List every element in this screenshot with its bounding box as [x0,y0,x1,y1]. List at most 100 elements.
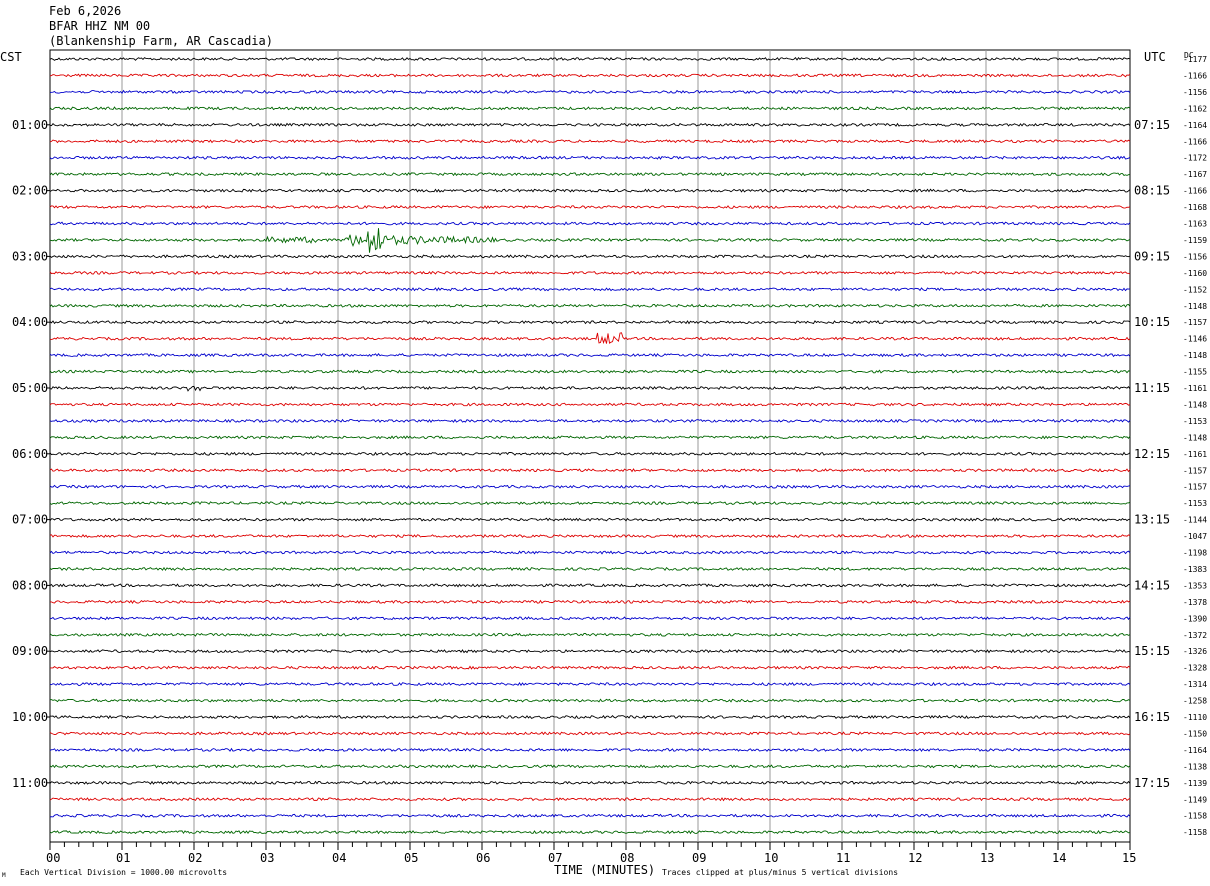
trace-line-2 [49,89,1131,94]
left-timezone-label: CST [0,50,22,64]
right-hour-label: 11:15 [1134,381,1170,395]
left-hour-label: 11:00 [12,776,48,790]
dc-offset-label: -1148 [1183,302,1207,311]
clip-note: Traces clipped at plus/minus 5 vertical … [662,868,898,877]
dc-offset-label: -1162 [1183,104,1207,113]
header-location: (Blankenship Farm, AR Cascadia) [49,34,273,48]
trace-line-9 [49,204,1131,210]
x-tick-label: 04 [332,851,346,865]
trace-line-6 [49,155,1131,160]
trace-line-40 [49,714,1131,720]
dc-offset-label: -1168 [1183,203,1207,212]
plot-frame [49,49,1131,843]
trace-line-12 [49,254,1131,259]
right-hour-label: 16:15 [1134,710,1170,724]
dc-offset-label: -1144 [1183,516,1207,525]
dc-offset-label: -1258 [1183,697,1207,706]
header-date: Feb 6,2026 [49,4,122,18]
trace-line-24 [49,451,1131,456]
dc-offset-label: -1047 [1183,532,1207,541]
trace-area [49,56,1131,835]
trace-line-0 [49,56,1131,62]
left-hour-label: 07:00 [12,513,48,527]
trace-line-20 [49,385,1131,392]
x-tick-label: 12 [908,851,922,865]
left-hour-label: 08:00 [12,578,48,592]
trace-line-46 [49,813,1131,818]
x-tick-label: 13 [980,851,994,865]
trace-line-25 [49,468,1131,473]
left-hour-label: 06:00 [12,447,48,461]
dc-offset-label: -1164 [1183,121,1207,130]
dc-offset-label: -1150 [1183,729,1207,738]
trace-line-27 [49,501,1131,506]
x-tick-label: 11 [836,851,850,865]
trace-line-3 [49,106,1131,111]
left-hour-label: 04:00 [12,315,48,329]
x-tick-label: 14 [1052,851,1066,865]
trace-line-33 [50,599,1131,604]
trace-line-14 [49,287,1131,292]
trace-line-4 [49,122,1131,127]
trace-line-26 [49,484,1131,489]
dc-offset-label: -1148 [1183,400,1207,409]
dc-offset-label: -1167 [1183,170,1207,179]
trace-line-23 [49,435,1131,440]
dc-offset-label: -1157 [1183,466,1207,475]
dc-offset-label: -1326 [1183,647,1207,656]
right-hour-label: 13:15 [1134,513,1170,527]
x-tick-label: 10 [764,851,778,865]
left-hour-label: 03:00 [12,249,48,263]
dc-offset-label: -1378 [1183,598,1207,607]
dc-offset-label: -1383 [1183,565,1207,574]
dc-offset-label: -1158 [1183,812,1207,821]
trace-line-28 [49,517,1131,522]
right-hour-label: 08:15 [1134,184,1170,198]
dc-offset-label: -1161 [1183,450,1207,459]
trace-line-21 [49,402,1131,407]
left-hour-label: 01:00 [12,118,48,132]
right-hour-label: 09:15 [1134,249,1170,263]
trace-line-11 [49,228,1131,253]
trace-line-8 [49,188,1131,193]
corner-mark: M [2,872,6,879]
dc-offset-label: -1149 [1183,795,1207,804]
left-hour-label: 05:00 [12,381,48,395]
header-channel: BFAR HHZ NM 00 [49,19,151,33]
dc-offset-label: -1314 [1183,680,1207,689]
dc-offset-label: -1157 [1183,483,1207,492]
right-hour-label: 10:15 [1134,315,1170,329]
dc-offset-label: -1353 [1183,581,1207,590]
trace-line-7 [49,172,1131,177]
left-hour-label: 10:00 [12,710,48,724]
dc-offset-label: -1110 [1183,713,1207,722]
trace-line-31 [49,566,1131,572]
trace-line-38 [49,682,1131,687]
trace-line-10 [49,221,1131,226]
dc-offset-label: -1158 [1183,828,1207,837]
right-hour-label: 14:15 [1134,578,1170,592]
right-hour-label: 17:15 [1134,776,1170,790]
dc-offset-label: -1164 [1183,746,1207,755]
x-tick-label: 09 [692,851,706,865]
right-hour-label: 12:15 [1134,447,1170,461]
trace-line-45 [49,797,1131,802]
x-tick-label: 03 [260,851,274,865]
dc-offset-label: -1138 [1183,762,1207,771]
dc-offset-label: -1198 [1183,549,1207,558]
dc-offset-label: -1161 [1183,384,1207,393]
trace-line-43 [49,764,1131,769]
x-tick-label: 07 [548,851,562,865]
trace-line-32 [49,583,1130,588]
trace-line-47 [49,830,1131,835]
trace-line-19 [49,369,1131,374]
trace-line-22 [49,418,1131,424]
x-tick-label: 01 [116,851,130,865]
dc-offset-label: -1166 [1183,71,1207,80]
dc-offset-label: -1163 [1183,220,1207,229]
trace-line-16 [49,320,1131,325]
dc-offset-label: -1155 [1183,368,1207,377]
trace-line-29 [49,534,1131,539]
dc-offset-label: -1328 [1183,664,1207,673]
